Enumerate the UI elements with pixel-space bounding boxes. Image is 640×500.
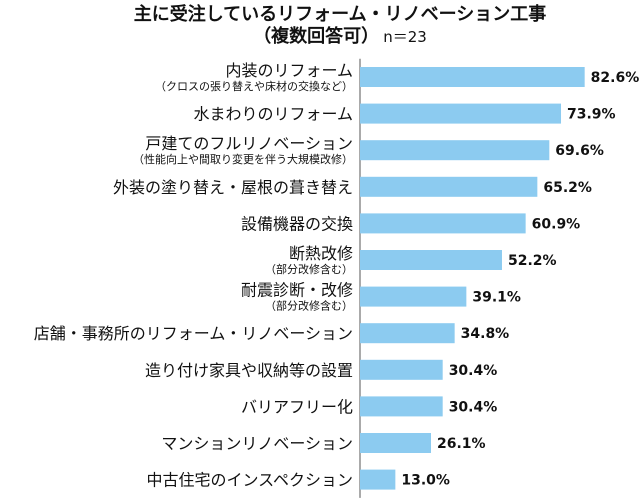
- sample-size-note: n＝23: [383, 28, 427, 46]
- category-sublabel: （部分改修含む）: [265, 262, 353, 276]
- bar: [360, 359, 443, 380]
- category-label: 耐震診断・改修: [241, 281, 353, 300]
- category-label: 中古住宅のインスペクション: [146, 471, 353, 490]
- data-label: 34.8%: [461, 326, 510, 342]
- chart-title: 主に受注しているリフォーム・リノベーション工事 （複数回答可） n＝23: [0, 4, 640, 48]
- bar: [360, 286, 467, 307]
- category-label: 造り付け家具や収納等の設置: [145, 361, 353, 380]
- category-label: 外装の塗り替え・屋根の葺き替え: [113, 178, 353, 197]
- bar: [360, 213, 526, 234]
- category-sublabel: （クロスの張り替えや床材の交換など）: [155, 79, 353, 93]
- category-label: バリアフリー化: [241, 397, 353, 416]
- chart-title-qualifier: （複数回答可）: [253, 26, 380, 47]
- chart-title-line2: （複数回答可） n＝23: [40, 26, 640, 48]
- bar: [360, 396, 443, 417]
- data-label: 73.9%: [567, 107, 616, 123]
- category-sublabel: （部分改修含む）: [265, 299, 353, 313]
- bar: [360, 67, 585, 87]
- data-label: 30.4%: [449, 363, 498, 379]
- bar: [360, 323, 455, 344]
- category-label: マンションリノベーション: [161, 434, 353, 453]
- data-label: 39.1%: [472, 290, 521, 306]
- data-label: 30.4%: [449, 399, 498, 415]
- bar: [360, 469, 396, 490]
- category-label: 断熱改修: [289, 244, 353, 263]
- category-label: 戸建てのフルリノベーション: [145, 134, 353, 153]
- data-label: 60.9%: [532, 216, 581, 232]
- data-label: 69.6%: [555, 143, 604, 159]
- data-label: 13.0%: [401, 473, 450, 489]
- category-label: 内装のリフォーム: [225, 61, 353, 80]
- data-label: 65.2%: [543, 180, 592, 196]
- chart-title-line1: 主に受注しているリフォーム・リノベーション工事: [133, 4, 547, 25]
- category-label: 設備機器の交換: [241, 214, 353, 233]
- bar: [360, 433, 431, 453]
- category-label: 店舗・事務所のリフォーム・リノベーション: [34, 324, 353, 343]
- bar: [360, 103, 562, 124]
- bar: [360, 176, 538, 197]
- data-label: 52.2%: [508, 253, 557, 269]
- data-label: 26.1%: [437, 436, 486, 452]
- bar: [360, 250, 502, 270]
- category-sublabel: （性能向上や間取り変更を伴う大規模改修）: [133, 152, 353, 166]
- bar: [360, 140, 550, 161]
- category-label: 水まわりのリフォーム: [193, 105, 353, 124]
- data-label: 82.6%: [591, 70, 640, 86]
